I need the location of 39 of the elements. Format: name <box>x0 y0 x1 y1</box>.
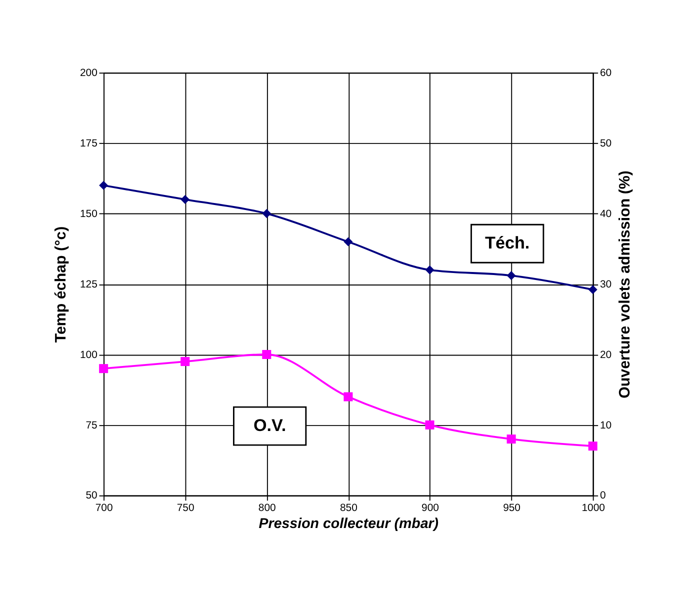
x-tick-label: 850 <box>340 503 358 514</box>
point <box>506 271 516 280</box>
point <box>344 392 353 402</box>
y2-tick-label: 0 <box>600 490 606 502</box>
y2-tick-label: 40 <box>600 208 612 220</box>
y2-tick-label: 10 <box>600 420 612 432</box>
x-tick-label: 1000 <box>582 503 606 514</box>
point <box>344 237 353 246</box>
point <box>99 364 108 374</box>
y2-tick-label: 20 <box>600 350 612 361</box>
y-tick-label: 100 <box>80 350 98 361</box>
point <box>425 265 434 274</box>
x-tick-label: 800 <box>258 503 276 514</box>
x-tick-label: 900 <box>422 503 440 514</box>
y-tick-label: 50 <box>86 490 98 502</box>
point <box>262 350 272 359</box>
point <box>180 357 190 366</box>
y2-tick-label: 60 <box>600 68 612 79</box>
x-tick-label: 700 <box>95 503 113 514</box>
y2-tick-label: 30 <box>600 279 612 290</box>
text: O.V. <box>254 416 286 435</box>
y2-tick-label: 50 <box>600 138 612 150</box>
point <box>588 442 598 451</box>
y2-axis-title: Ouverture volets admission (%) <box>616 170 634 398</box>
x-axis-title: Pression collecteur (mbar) <box>258 516 439 532</box>
y-tick-label: 75 <box>86 420 98 432</box>
y-axis-title: Temp échap (°c) <box>52 226 70 343</box>
point <box>99 180 108 190</box>
y-tick-label: 200 <box>80 68 98 79</box>
point <box>262 209 272 218</box>
x-tick-label: 750 <box>176 503 194 514</box>
y-tick-label: 150 <box>80 208 98 220</box>
point <box>506 434 516 444</box>
x-tick-label: 950 <box>503 503 521 514</box>
y-tick-label: 125 <box>80 279 98 290</box>
y-tick-label: 175 <box>80 138 98 150</box>
series-label: Téch. <box>485 233 530 252</box>
point <box>180 194 190 204</box>
point <box>425 420 434 430</box>
